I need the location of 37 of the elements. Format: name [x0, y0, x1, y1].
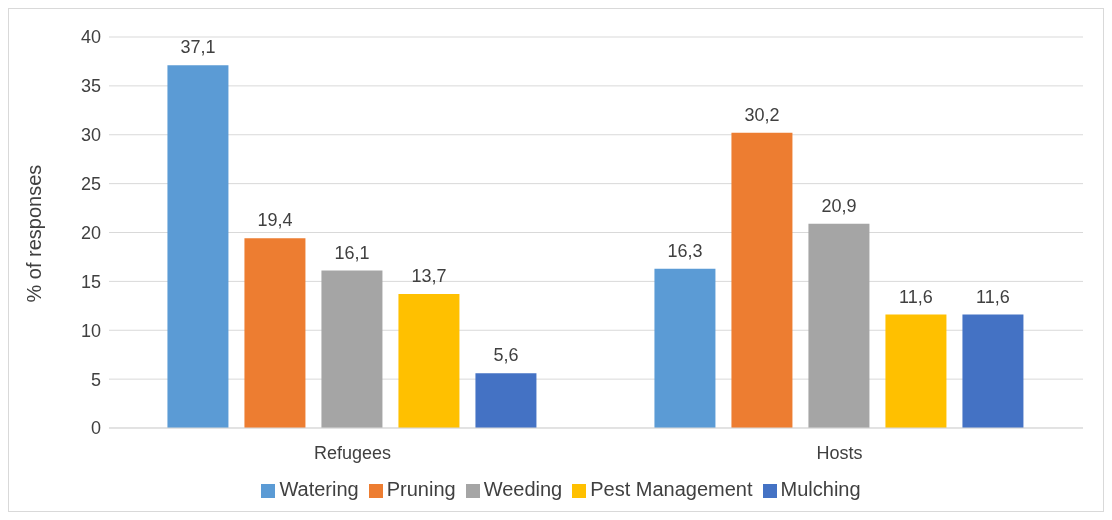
data-label: 20,9 [821, 195, 857, 216]
bar [654, 268, 716, 428]
data-label: 16,3 [667, 240, 703, 261]
y-tick-label: 0 [90, 418, 101, 439]
data-label: 13,7 [411, 266, 447, 287]
bar [167, 65, 229, 428]
bar [475, 373, 537, 428]
bar [808, 223, 870, 428]
y-tick-label: 15 [80, 271, 101, 292]
legend-label: Watering [279, 478, 359, 500]
y-axis-title: % of responses [23, 164, 46, 303]
bar [885, 314, 947, 428]
legend-label: Mulching [780, 478, 861, 500]
bar [962, 314, 1024, 428]
data-label: 11,6 [976, 286, 1010, 307]
bar [731, 132, 793, 428]
legend-label: Weeding [483, 478, 563, 500]
data-label: 5,6 [493, 345, 519, 366]
data-label: 19,4 [257, 210, 293, 231]
y-tick-label: 30 [80, 125, 101, 146]
x-tick-label: Hosts [816, 442, 863, 463]
legend-label: Pruning [386, 478, 456, 500]
bar [321, 270, 383, 428]
y-tick-label: 20 [80, 222, 101, 243]
legend-label: Pest Management [590, 478, 753, 500]
data-label: 37,1 [180, 37, 216, 58]
data-label: 16,1 [334, 242, 370, 263]
bar [398, 294, 460, 428]
y-tick-label: 40 [80, 27, 101, 48]
data-label: 30,2 [744, 104, 780, 125]
y-tick-label: 25 [80, 174, 101, 195]
data-label: 11,6 [899, 286, 933, 307]
y-tick-label: 5 [90, 369, 101, 390]
bar [244, 238, 306, 428]
y-tick-label: 10 [80, 320, 101, 341]
y-tick-label: 35 [80, 76, 101, 97]
x-tick-label: Refugees [313, 442, 392, 463]
